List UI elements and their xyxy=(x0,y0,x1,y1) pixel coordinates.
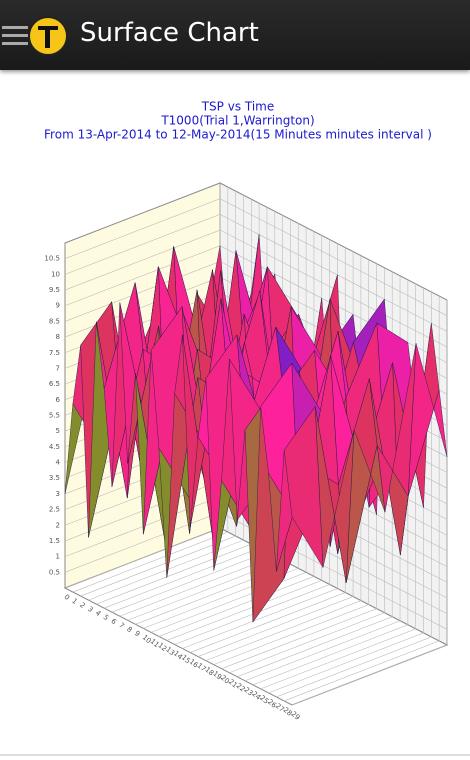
grid-line xyxy=(72,187,229,593)
x-tick-label: 23 xyxy=(242,686,254,698)
y-tick-label: 6 xyxy=(56,396,61,404)
y-tick-label: 10.5 xyxy=(44,255,60,263)
y-tick-label: 8 xyxy=(56,333,60,341)
chart-subtitle: T1000(Trial 1,Warrington) xyxy=(160,114,314,128)
app-bar: Surface Chart xyxy=(0,0,470,70)
y-tick-label: 9 xyxy=(56,302,60,310)
x-tick-label: 17 xyxy=(195,662,207,674)
x-tick-label: 28 xyxy=(282,706,294,718)
x-tick-label: 18 xyxy=(203,666,215,678)
bottom-rule xyxy=(0,754,470,756)
y-tick-label: 2 xyxy=(56,521,60,529)
y-tick-label: 7.5 xyxy=(49,349,60,357)
x-tick-label: 1 xyxy=(70,597,79,606)
y-tick-label: 5 xyxy=(56,427,60,435)
y-tick-label: 3 xyxy=(56,490,60,498)
x-tick-label: 3 xyxy=(86,605,95,614)
x-tick-label: 0 xyxy=(62,593,71,602)
x-tick-label: 20 xyxy=(219,674,231,686)
y-tick-label: 5.5 xyxy=(49,412,60,420)
x-tick-label: 8 xyxy=(125,625,134,634)
y-tick-label: 6.5 xyxy=(49,380,60,388)
surface-cell xyxy=(283,406,324,568)
x-tick-label: 25 xyxy=(258,694,270,706)
x-tick-label: 21 xyxy=(227,678,239,690)
y-tick-label: 4 xyxy=(56,459,61,467)
y-tick-label: 1 xyxy=(56,553,60,561)
x-tick-label: 22 xyxy=(235,682,247,694)
x-tick-label: 19 xyxy=(211,670,223,682)
nav-icons[interactable] xyxy=(0,0,70,70)
y-tick-label: 1.5 xyxy=(49,537,60,545)
y-tick-label: 2.5 xyxy=(49,506,60,514)
x-tick-label: 7 xyxy=(117,621,126,630)
y-tick-label: 4.5 xyxy=(49,443,60,451)
y-tick-label: 0.5 xyxy=(49,568,60,576)
x-tick-label: 27 xyxy=(274,702,286,714)
y-tick-label: 8.5 xyxy=(49,317,60,325)
x-tick-label: 4 xyxy=(94,609,103,618)
x-tick-label: 5 xyxy=(102,613,111,622)
grid-line xyxy=(291,300,448,706)
x-tick-label: 29 xyxy=(289,710,301,722)
app-title: Surface Chart xyxy=(80,18,259,48)
y-tick-label: 9.5 xyxy=(49,286,60,294)
y-tick-label: 7 xyxy=(56,364,60,372)
x-tick-label: 12 xyxy=(156,641,168,653)
x-tick-label: 11 xyxy=(149,637,161,649)
y-tick-label: 10 xyxy=(51,270,60,278)
x-tick-label: 10 xyxy=(141,633,153,645)
chart-title: TSP vs Time xyxy=(201,100,275,114)
x-tick-label: 15 xyxy=(180,653,192,665)
chart-subtitle: From 13-Apr-2014 to 12-May-2014(15 Minut… xyxy=(44,128,432,142)
x-tick-label: 9 xyxy=(133,629,142,638)
x-tick-label: 13 xyxy=(164,645,176,657)
x-tick-label: 2 xyxy=(78,601,87,610)
chart: TSP vs Time T1000(Trial 1,Warrington) Fr… xyxy=(0,100,470,756)
x-tick-label: 6 xyxy=(109,617,118,626)
y-tick-label: 3.5 xyxy=(49,474,60,482)
